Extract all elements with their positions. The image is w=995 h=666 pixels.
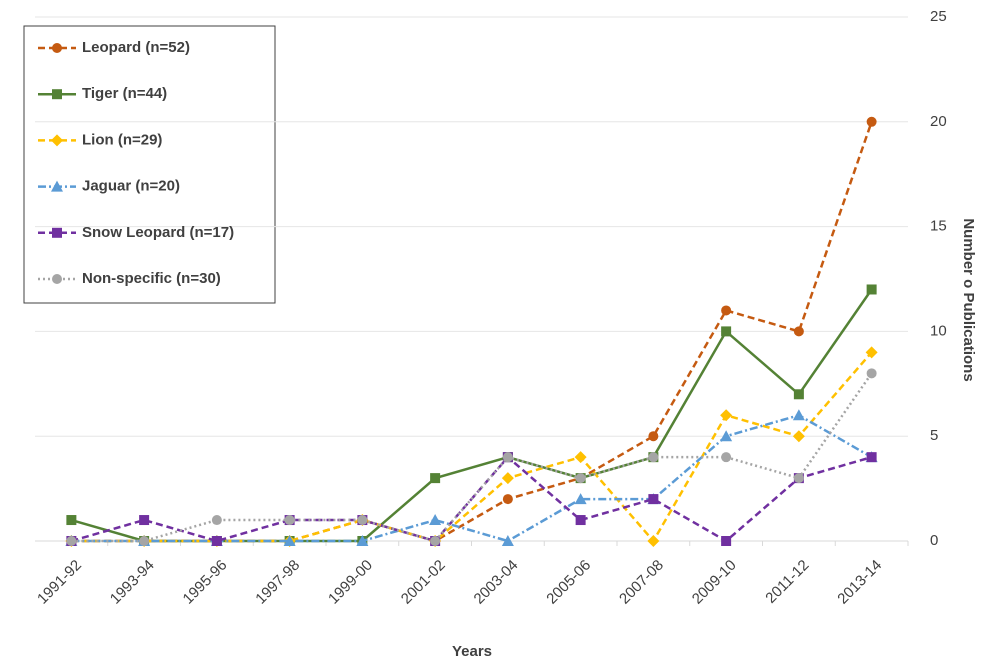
data-point — [574, 493, 587, 505]
x-tick-label: 2001-02 — [398, 557, 449, 608]
data-point — [866, 284, 877, 295]
data-point — [575, 473, 586, 484]
data-point — [211, 515, 222, 526]
data-point — [139, 536, 150, 546]
data-point — [356, 535, 369, 546]
data-point — [793, 326, 804, 337]
data-point — [283, 535, 296, 546]
legend-label: Non-specific (n=30) — [82, 270, 221, 287]
legend-label: Jaguar (n=20) — [82, 178, 180, 195]
data-point — [792, 409, 805, 421]
legend-marker — [51, 180, 63, 192]
y-tick-label: 25 — [930, 8, 947, 25]
x-tick-label: 1995-96 — [180, 557, 231, 608]
legend-marker — [51, 134, 63, 147]
data-point — [866, 452, 877, 463]
data-point — [792, 430, 805, 443]
data-point — [721, 452, 732, 463]
data-point — [865, 346, 878, 359]
data-point — [648, 431, 659, 442]
x-tick-label: 2003-04 — [471, 557, 522, 608]
legend-box — [23, 25, 276, 304]
series-line — [71, 413, 873, 543]
data-point — [211, 536, 222, 546]
legend-label: Snow Leopard (n=17) — [82, 224, 234, 241]
data-point — [501, 472, 514, 485]
x-tick-label: 2013-14 — [834, 557, 885, 608]
data-point — [720, 430, 733, 442]
x-tick-label: 1999-00 — [325, 557, 376, 608]
data-point — [793, 389, 804, 400]
x-axis-label: Years — [452, 643, 492, 660]
x-tick-label: 1993-94 — [107, 557, 158, 608]
legend-marker — [52, 274, 62, 284]
legend-label: Lion (n=29) — [82, 131, 162, 148]
data-point — [648, 452, 659, 463]
data-point — [502, 494, 513, 505]
series-line — [71, 288, 873, 543]
data-point — [721, 305, 732, 316]
y-tick-label: 10 — [930, 322, 947, 339]
data-point — [501, 535, 514, 546]
legend-label: Leopard (n=52) — [82, 39, 190, 56]
series-line — [71, 372, 873, 543]
legend-marker — [52, 43, 62, 53]
data-point — [647, 535, 660, 547]
data-point — [721, 326, 732, 337]
y-tick-label: 5 — [930, 427, 938, 444]
data-point — [721, 536, 732, 546]
data-point — [502, 452, 513, 463]
x-tick-label: 1991-92 — [34, 557, 85, 608]
x-tick-label: 1997-98 — [252, 557, 303, 608]
legend-label: Tiger (n=44) — [82, 85, 167, 102]
data-point — [429, 514, 442, 526]
legend-marker — [52, 227, 62, 238]
y-tick-label: 15 — [930, 218, 947, 235]
y-axis-label: Number o Publications — [960, 218, 977, 381]
x-tick-label: 2007-08 — [616, 557, 667, 608]
data-point — [793, 473, 804, 484]
data-point — [575, 515, 586, 526]
legend-marker — [52, 89, 62, 100]
data-point — [66, 515, 77, 526]
data-point — [284, 515, 295, 526]
x-tick-label: 2011-12 — [762, 557, 812, 607]
data-point — [866, 368, 877, 379]
data-point — [430, 473, 441, 484]
data-point — [648, 494, 659, 505]
y-tick-label: 0 — [930, 532, 938, 549]
y-tick-label: 20 — [930, 113, 947, 130]
x-tick-label: 2009-10 — [689, 557, 740, 608]
data-point — [430, 536, 441, 546]
x-tick-label: 2005-06 — [543, 557, 594, 608]
series-line — [71, 351, 873, 544]
data-point — [574, 451, 587, 464]
data-point — [720, 409, 733, 422]
data-point — [139, 515, 150, 526]
data-point — [357, 515, 368, 526]
data-point — [866, 116, 877, 127]
data-point — [66, 536, 77, 546]
